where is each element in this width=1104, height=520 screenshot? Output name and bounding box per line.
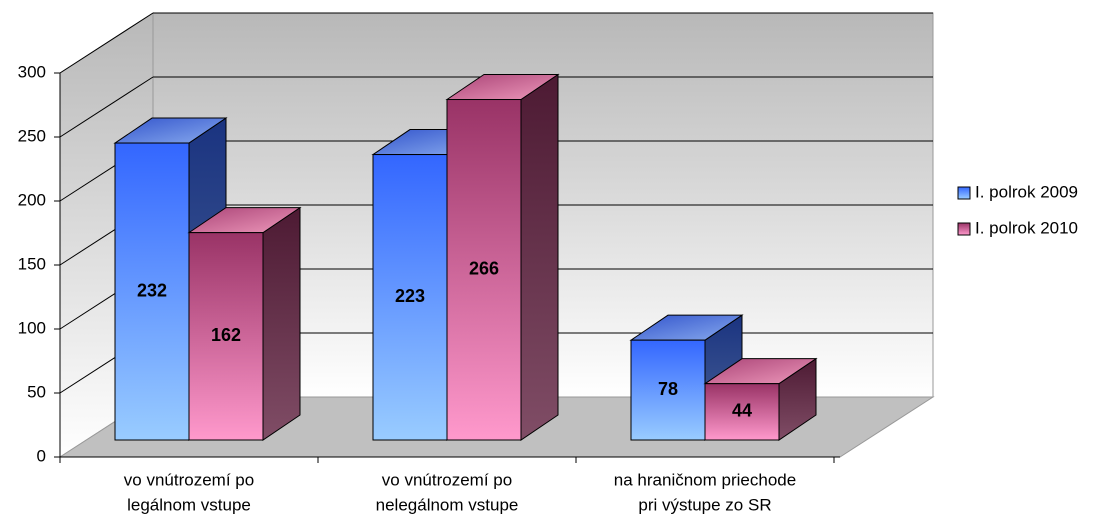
bar bbox=[445, 73, 560, 441]
x-tick-label: pri výstupe zo SR bbox=[638, 495, 771, 514]
legend-label: I. polrok 2010 bbox=[975, 218, 1078, 237]
data-label: 44 bbox=[732, 401, 752, 421]
bar-front bbox=[372, 154, 448, 441]
y-tick-label: 0 bbox=[37, 446, 46, 465]
x-tick-label: vo vnútrozemí po bbox=[382, 470, 512, 489]
x-tick-label: nelegálnom vstupe bbox=[376, 495, 519, 514]
data-label: 232 bbox=[137, 280, 167, 300]
x-tick-label: vo vnútrozemí po bbox=[124, 470, 254, 489]
data-label: 78 bbox=[658, 379, 678, 399]
bar bbox=[703, 357, 818, 441]
y-tick-label: 200 bbox=[18, 190, 46, 209]
bar bbox=[187, 206, 302, 441]
grid-line bbox=[59, 76, 154, 138]
bar-front bbox=[188, 232, 264, 441]
bar-front bbox=[630, 339, 706, 441]
grid-line bbox=[59, 12, 154, 74]
bar-front bbox=[446, 99, 522, 441]
y-tick-label: 50 bbox=[27, 382, 46, 401]
bar-front bbox=[114, 142, 190, 441]
legend-label: I. polrok 2009 bbox=[975, 182, 1078, 201]
y-tick-label: 100 bbox=[18, 318, 46, 337]
legend-swatch bbox=[957, 186, 971, 200]
y-tick-label: 150 bbox=[18, 254, 46, 273]
y-tick-label: 250 bbox=[18, 126, 46, 145]
bar-side bbox=[520, 73, 559, 441]
bar-front bbox=[704, 383, 780, 441]
legend-swatch bbox=[957, 222, 971, 236]
bar-side bbox=[262, 206, 301, 441]
y-tick-label: 300 bbox=[18, 62, 46, 81]
x-tick-label: legálnom vstupe bbox=[127, 495, 251, 514]
bar bbox=[629, 314, 744, 441]
data-label: 223 bbox=[395, 286, 425, 306]
data-label: 266 bbox=[469, 259, 499, 279]
x-tick-label: na hraničnom priechode bbox=[614, 470, 796, 489]
data-label: 162 bbox=[211, 325, 241, 345]
